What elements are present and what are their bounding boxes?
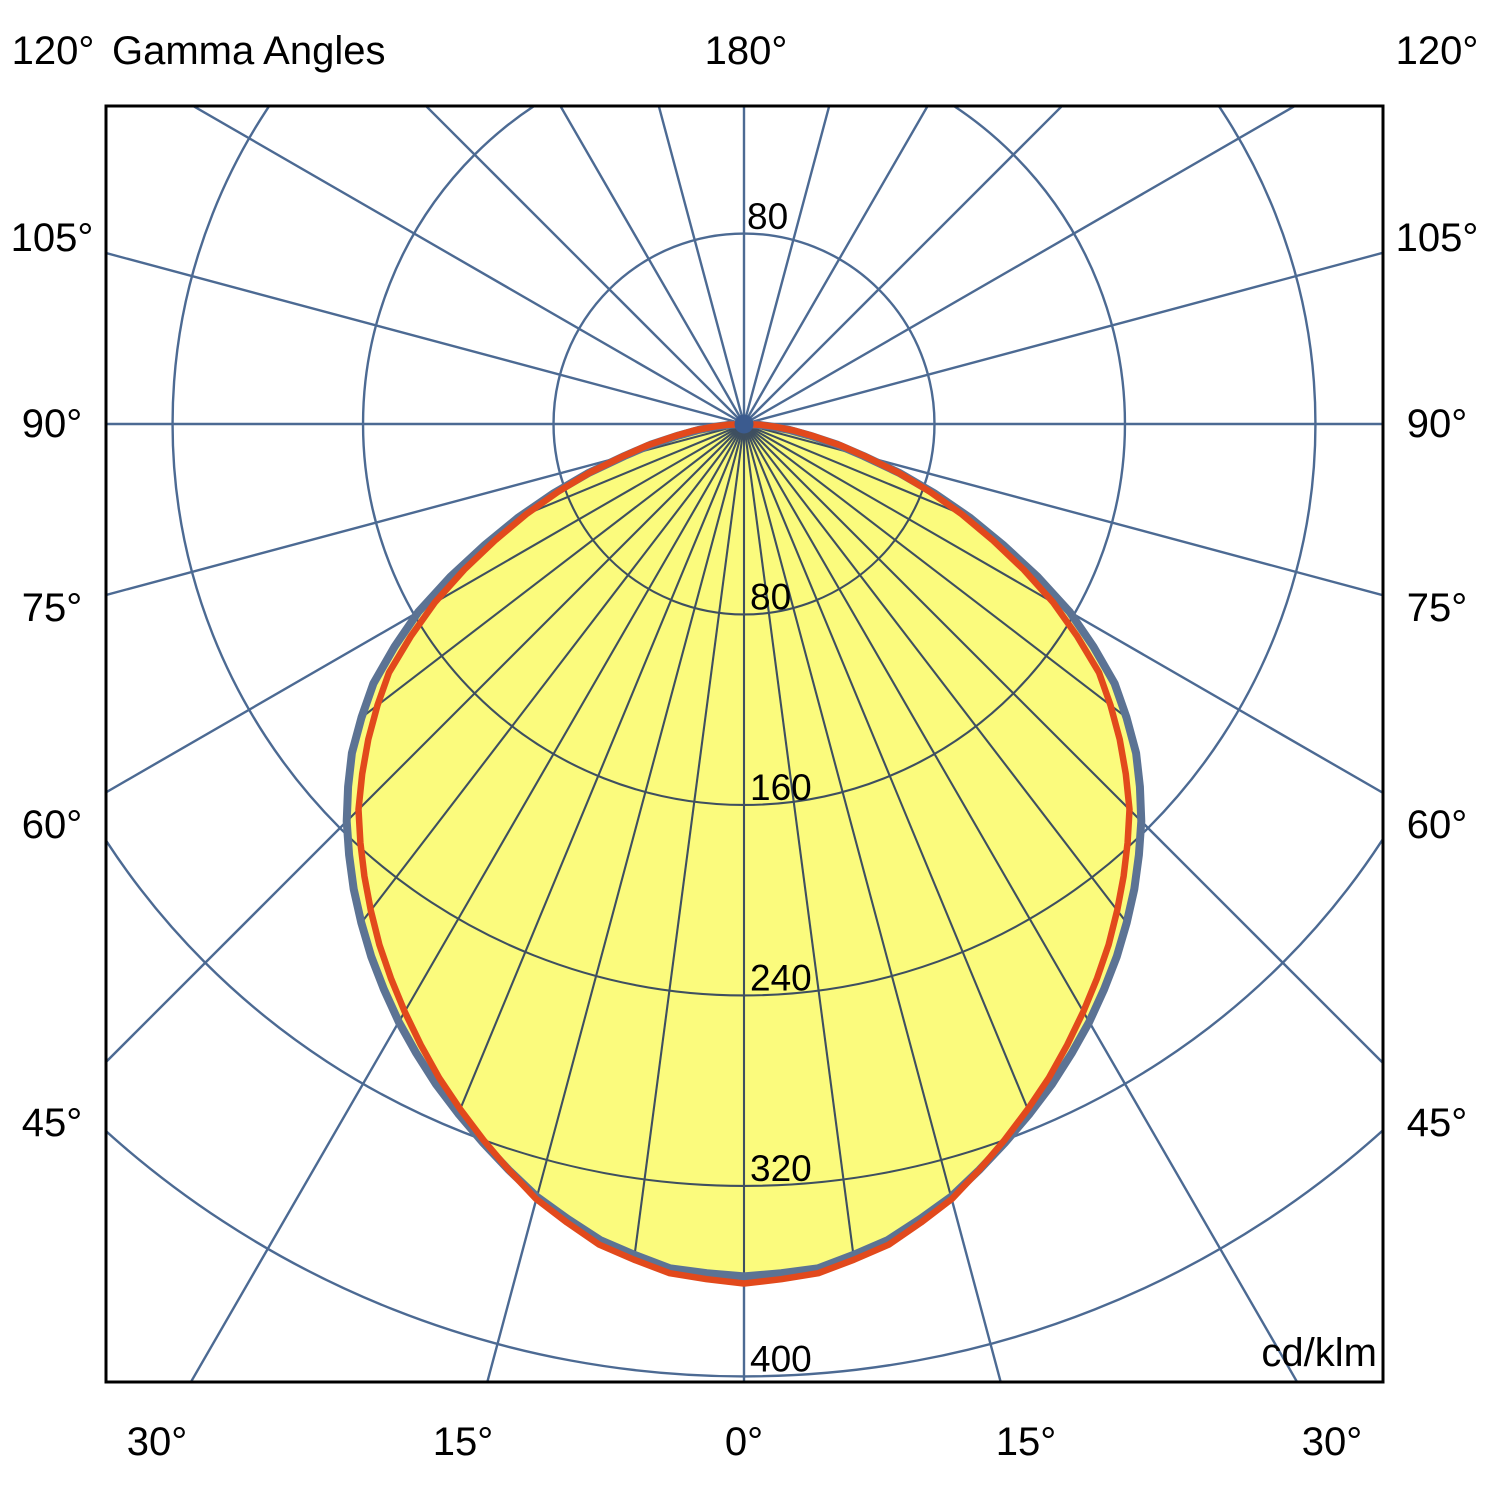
- inner-gamma-spoke: [743, 424, 1142, 961]
- gamma-spoke: [743, 422, 1383, 597]
- gamma-label-right: 45°: [1407, 1101, 1468, 1145]
- intensity-curve-blue: [342, 420, 1146, 1281]
- gamma-spoke: [743, 106, 1064, 425]
- center-origin-dot: [734, 414, 754, 434]
- gamma-spoke: [190, 106, 745, 426]
- gamma-label-left: 105°: [11, 216, 94, 260]
- gamma-spoke: [743, 251, 1383, 426]
- inner-gamma-spoke: [465, 424, 746, 1277]
- inner-gamma-spoke: [742, 424, 1023, 1277]
- inner-gamma-spoke: [743, 424, 1142, 1078]
- intensity-curve-red: [355, 420, 1133, 1287]
- inner-gamma-spoke: [346, 424, 745, 1183]
- plot-border: [104, 104, 1385, 1384]
- gamma-label-bottom: 30°: [127, 1420, 188, 1464]
- gamma-label-right: 75°: [1407, 586, 1468, 630]
- ring-label: 320: [750, 1148, 812, 1189]
- inner-gamma-spoke: [743, 424, 1142, 1183]
- gamma-spoke: [657, 106, 746, 425]
- gamma-spoke: [424, 106, 745, 425]
- inner-gamma-spoke: [743, 424, 1142, 1275]
- inner-gamma-spoke: [603, 424, 746, 1277]
- gamma-label-left: 75°: [22, 586, 83, 630]
- gamma-label-bottom: 0°: [725, 1420, 763, 1464]
- gamma-spoke: [742, 106, 831, 425]
- gamma-label-bottom: 15°: [433, 1420, 494, 1464]
- ring-label: 80: [750, 576, 791, 617]
- gamma-spoke: [106, 251, 745, 426]
- inner-gamma-spoke: [346, 424, 745, 1277]
- gamma-spoke: [559, 106, 746, 425]
- gamma-label-left: 45°: [22, 1101, 83, 1145]
- inner-gamma-spoke: [346, 424, 745, 961]
- inner-gamma-spoke: [743, 424, 1142, 1277]
- inner-gamma-spoke: [346, 424, 745, 1078]
- ring-label: 240: [750, 957, 812, 998]
- inner-gamma-spoke: [742, 424, 885, 1277]
- gamma-label-right: 60°: [1407, 803, 1468, 847]
- inner-gamma-spoke: [346, 424, 745, 1275]
- gamma-spoke: [742, 106, 929, 425]
- gamma-label-left: 60°: [22, 803, 83, 847]
- gamma-label-bottom: 30°: [1302, 1420, 1363, 1464]
- gamma-spoke: [743, 106, 1298, 426]
- gamma-label-right: 90°: [1407, 402, 1468, 446]
- ring-label: 400: [750, 1338, 812, 1379]
- generated-labels: 105° 105° 90° 90° 75° 75° 60° 60° 45° 45° 30° 15° 0°…: [11, 216, 1479, 1464]
- gamma-spoke: [106, 422, 745, 597]
- inner-gamma-spoke: [743, 424, 1142, 835]
- gamma-label-right: 105°: [1396, 216, 1479, 260]
- inner-gamma-spoke: [346, 424, 745, 835]
- gamma-label-left: 90°: [22, 402, 83, 446]
- ring-label: 160: [750, 767, 812, 808]
- gamma-label-bottom: 15°: [996, 1420, 1057, 1464]
